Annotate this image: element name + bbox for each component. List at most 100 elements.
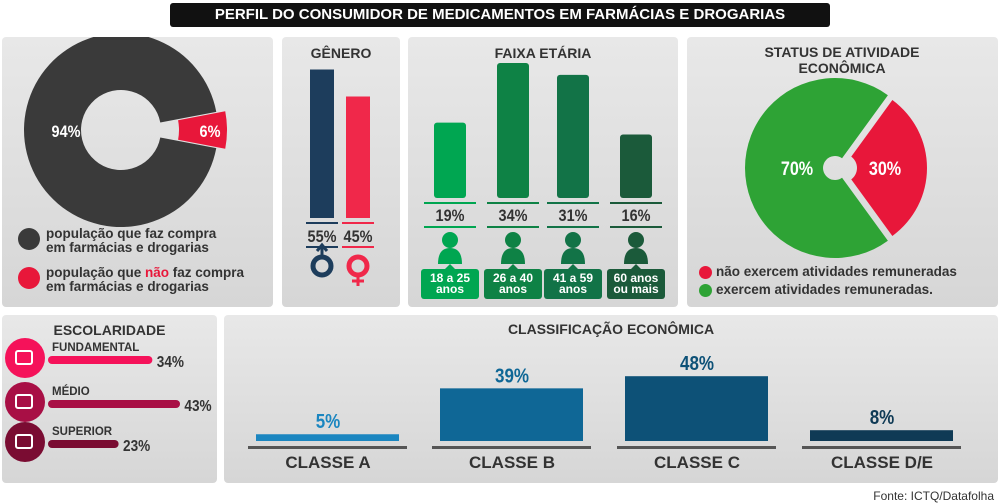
person-body-icon [438,248,462,264]
purchase-panel: 94% 6% população que faz compra em farmáci… [2,37,273,307]
person-body-icon [561,248,585,264]
legend-nonbuyers: população que não faz compra em farmácias… [46,265,245,294]
education-label-0: 34% [157,354,184,371]
diploma-icon-glyph [15,394,33,409]
age-pointer [568,264,578,269]
education-label-1: 43% [184,398,211,415]
label-94: 94% [52,123,81,141]
education-title: ESCOLARIDADE [53,322,166,338]
class-bar-3 [810,430,953,441]
education-category-1: MÉDIO [52,385,90,398]
gender-label-0: 55% [308,228,337,246]
legend-not-working: não exercem atividades remuneradas [716,264,957,279]
education-panel: ESCOLARIDADE FUNDAMENTAL 34% MÉDIO 43% SUPER… [2,315,217,483]
female-symbol-icon [346,254,370,278]
gender-divider [342,246,374,248]
person-body-icon [624,248,648,264]
gender-panel: GÊNERO 55% 45% [282,37,400,307]
age-category-line: 26 a 40 [492,271,534,285]
diploma-icon [5,382,45,422]
label-70: 70% [781,158,814,180]
gender-title: GÊNERO [310,45,372,61]
age-divider [487,226,539,228]
gender-bar-feminino [346,96,370,218]
age-label-3: 16% [622,207,651,225]
age-title: FAIXA ETÁRIA [494,45,592,61]
age-divider [610,202,662,204]
class-bar-0 [256,434,399,441]
pie-slice-not-working [851,100,927,236]
person-head-icon [505,232,521,248]
class-chart: 5% CLASSE A 39% CLASSE B 48% CLASSE C 8% CLASSE… [248,352,961,472]
gender-divider [306,222,338,224]
age-pointer [631,264,641,269]
class-panel: CLASSIFICAÇÃO ECONÔMICA 5% CLASSE A 39% CLA… [224,315,998,483]
book-icon-glyph [15,350,33,365]
age-divider [424,202,476,204]
class-title: CLASSIFICAÇÃO ECONÔMICA [507,321,715,337]
infographic-title: PERFIL DO CONSUMIDOR DE MEDICAMENTOS EM … [170,3,830,27]
status-title: STATUS DE ATIVIDADE ECONÔMICA [764,44,920,76]
legend-buyers: população que faz compra em farmácias e d… [46,226,217,255]
person-body-icon [501,248,525,264]
age-divider [610,226,662,228]
legend-dot-buyers [18,228,40,250]
legend-dot-working [699,284,712,297]
age-bar-2 [557,74,589,198]
gender-divider [342,222,374,224]
male-arrow [315,242,329,257]
age-category-3: 60 anos ou mais [607,269,665,299]
legend-dot-nonbuyers [18,267,40,289]
class-category-1: CLASSE B [469,453,555,472]
source-note: Fonte: ICTQ/Datafolha [873,489,994,503]
age-bar-1 [497,63,529,198]
education-label-2: 23% [123,438,150,455]
education-bar-1 [48,400,181,408]
age-pointer [445,264,455,269]
class-baseline [617,446,776,449]
age-panel: FAIXA ETÁRIA 19% 34% 31% 16% 18 a 25 anos 26 … [408,37,678,307]
age-category-line: anos [498,282,527,296]
female-cross [352,275,364,286]
class-baseline [802,446,961,449]
age-category-1: 26 a 40 anos [484,269,542,299]
class-value-2: 48% [680,352,714,375]
education-category-0: FUNDAMENTAL [52,342,139,354]
class-bar-2 [625,376,768,441]
person-head-icon [442,232,458,248]
label-6: 6% [200,123,221,141]
education-category-2: SUPERIOR [52,426,113,438]
education-bar-0 [48,356,153,364]
class-category-0: CLASSE A [285,453,370,472]
age-category-line: anos [435,282,464,296]
status-panel: STATUS DE ATIVIDADE ECONÔMICA 70% 30% não… [687,37,998,307]
education-chart: FUNDAMENTAL 34% MÉDIO 43% SUPERIOR 23% [5,338,212,462]
purchase-donut: 94% 6% [24,37,227,227]
person-head-icon [565,232,581,248]
gender-bar-masculino [310,69,334,218]
book-icon [5,338,45,378]
age-category-line: 60 anos [613,271,659,285]
pie-slice-working [745,78,888,258]
age-bar-3 [620,134,652,198]
legend-working: exercem atividades remuneradas. [716,282,933,297]
age-divider [424,226,476,228]
age-category-line: 41 a 59 [552,271,594,285]
class-category-2: CLASSE C [654,453,740,472]
gender-chart: 55% 45% [306,69,374,286]
class-value-3: 8% [870,406,895,429]
age-label-0: 19% [436,207,465,225]
class-baseline [432,446,591,449]
donut-slice-nonbuyers [178,111,227,149]
class-baseline [248,446,407,449]
label-30: 30% [869,158,902,180]
age-chart: 19% 34% 31% 16% [424,63,662,269]
male-symbol-icon [310,254,334,278]
age-category-0: 18 a 25 anos [421,269,479,299]
person-head-icon [628,232,644,248]
age-category-line: 18 a 25 [429,271,471,285]
age-bar-0 [434,122,466,198]
gender-label-1: 45% [344,228,373,246]
age-category-line: ou mais [613,282,659,296]
age-divider [547,202,599,204]
